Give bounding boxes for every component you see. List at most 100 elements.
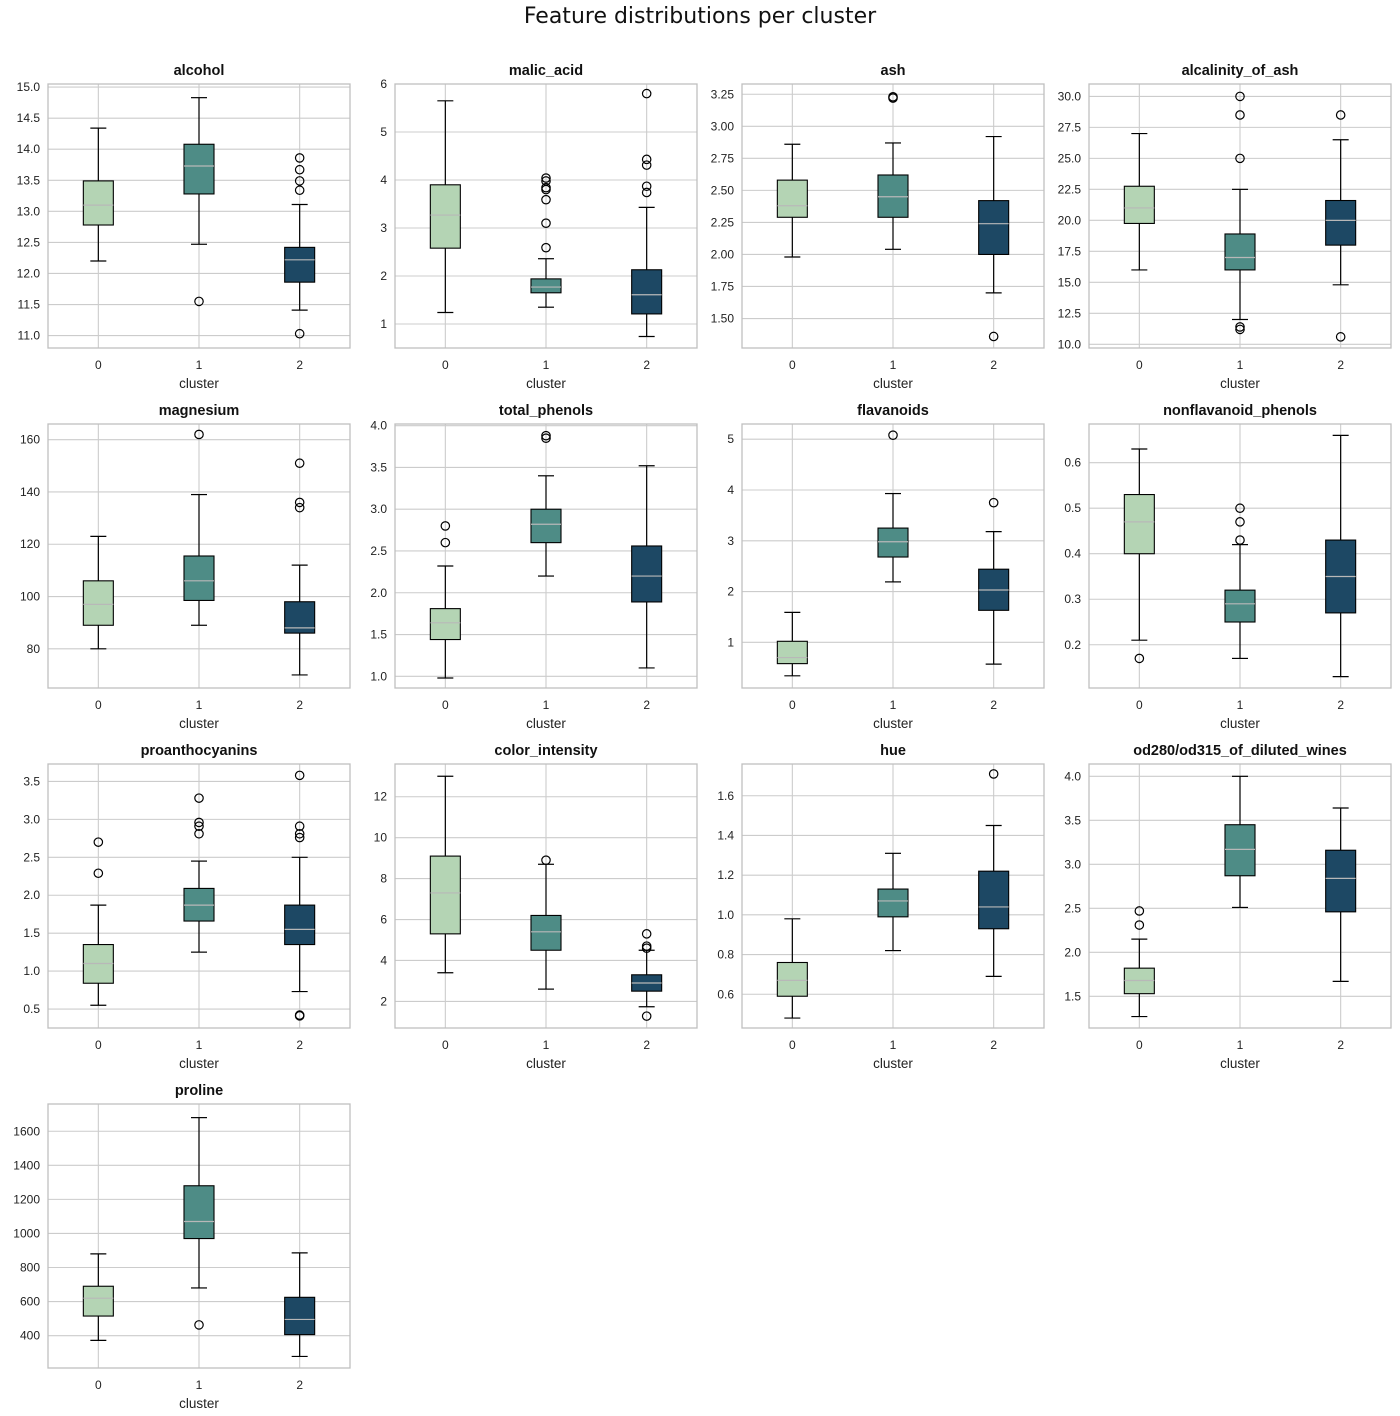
outlier-point [294, 328, 305, 339]
y-tick-label: 3.25 [711, 87, 735, 101]
outlier-point [1134, 920, 1145, 930]
axes-frame [394, 763, 698, 1029]
subplot-title: malic_acid [509, 63, 583, 79]
subplot-alcalinity-of-ash: alcalinity_of_ash 10.0 12.5 15.0 17.5 20.0 22.… [1058, 63, 1392, 391]
y-tick-label: 5 [727, 432, 734, 446]
box-cluster-0 [82, 535, 114, 650]
x-tick-label: 0 [95, 698, 102, 712]
y-tick-label: 27.5 [1058, 120, 1082, 134]
iqr-box [1325, 199, 1357, 246]
x-tick-label: 1 [543, 1038, 550, 1052]
x-tick-label: 0 [95, 358, 102, 372]
outlier-point [1235, 322, 1245, 332]
y-tick-label: 2.25 [711, 215, 735, 229]
outlier-point [93, 868, 104, 879]
axes-frame [741, 83, 1045, 349]
x-tick-label: 1 [196, 698, 203, 712]
y-tick-label: 13.5 [17, 173, 41, 187]
box-cluster-2 [284, 153, 316, 339]
y-tick-label: 2.5 [23, 850, 40, 864]
y-tick-label: 600 [20, 1295, 40, 1309]
x-tick-label: 0 [442, 358, 449, 372]
y-tick-label: 3.0 [370, 502, 387, 516]
box-cluster-2 [978, 497, 1010, 665]
y-tick-label: 2.0 [1064, 945, 1081, 959]
axes-frame [47, 83, 351, 349]
box-cluster-1 [1224, 91, 1256, 335]
outlier-point [541, 194, 551, 205]
outlier-point [1134, 906, 1145, 916]
y-tick-label: 1.6 [717, 789, 734, 803]
y-tick-label: 3.0 [1064, 857, 1081, 871]
y-tick-label: 1 [727, 635, 734, 649]
outlier-point [1235, 535, 1245, 545]
y-tick-label: 4 [727, 483, 734, 497]
outlier-point [294, 497, 305, 508]
outlier-point [294, 176, 305, 186]
y-tick-label: 3.5 [1064, 813, 1081, 827]
subplot-ash: ash 1.50 1.75 2.00 2.25 2.50 2.75 3.00 3.25 0 1 2 cl… [711, 63, 1045, 391]
outlier-point [194, 793, 204, 803]
axes-frame [394, 423, 698, 689]
box-cluster-1 [877, 92, 909, 250]
y-tick-label: 1.5 [370, 628, 387, 642]
y-tick-label: 1.5 [1064, 989, 1081, 1003]
box-cluster-2 [284, 1252, 316, 1358]
box-cluster-2 [631, 465, 663, 669]
box-cluster-0 [1123, 448, 1155, 664]
subplot-title: flavanoids [857, 403, 929, 419]
iqr-box [877, 174, 909, 218]
outlier-point [194, 429, 204, 440]
iqr-box [631, 545, 663, 603]
iqr-box [1325, 849, 1357, 913]
x-tick-label: 0 [1136, 358, 1143, 372]
y-tick-label: 3.5 [23, 774, 40, 788]
axes-frame [47, 763, 351, 1029]
subplot-title: nonflavanoid_phenols [1163, 403, 1317, 419]
y-tick-label: 2 [727, 585, 734, 599]
outlier-point [541, 242, 551, 253]
iqr-box [530, 278, 562, 294]
outlier-point [641, 181, 652, 192]
iqr-box [284, 904, 316, 946]
box-cluster-1 [183, 97, 215, 307]
y-tick-label: 1.0 [23, 964, 40, 978]
y-tick-label: 100 [20, 590, 40, 604]
box-cluster-2 [1325, 434, 1357, 678]
x-tick-label: 1 [890, 358, 897, 372]
iqr-box [776, 640, 808, 665]
y-tick-label: 160 [20, 433, 40, 447]
box-cluster-2 [978, 769, 1010, 977]
y-tick-label: 3.00 [711, 119, 735, 133]
outlier-point [294, 828, 305, 839]
outlier-point [294, 832, 305, 843]
iqr-box [1224, 589, 1256, 623]
outlier-point [541, 855, 551, 865]
subplot-total-phenols: total_phenols 1.0 1.5 2.0 2.5 3.0 3.5 4.0 0 1 2 clu… [370, 403, 698, 731]
outlier-point [194, 821, 204, 832]
y-tick-label: 6 [380, 77, 387, 91]
figure-title: Feature distributions per cluster [523, 4, 877, 29]
y-tick-label: 4.0 [370, 419, 387, 433]
outlier-point [294, 502, 305, 513]
x-axis-label: cluster [1220, 376, 1260, 391]
x-axis-label: cluster [179, 1396, 219, 1411]
x-axis-label: cluster [179, 716, 219, 731]
axes-frame [47, 423, 351, 689]
outlier-point [641, 154, 652, 165]
x-tick-label: 2 [1337, 1038, 1344, 1052]
y-tick-label: 1.75 [711, 279, 735, 293]
axes-frame [741, 423, 1045, 689]
box-cluster-1 [877, 852, 909, 952]
x-tick-label: 1 [196, 1038, 203, 1052]
iqr-box [183, 1185, 215, 1240]
outlier-point [294, 1011, 305, 1021]
subplot-title: hue [880, 743, 906, 759]
y-tick-label: 4 [380, 953, 387, 967]
outlier-point [1235, 517, 1245, 527]
iqr-box [82, 180, 114, 226]
outlier-point [194, 1320, 204, 1330]
y-tick-label: 2.5 [1064, 901, 1081, 915]
